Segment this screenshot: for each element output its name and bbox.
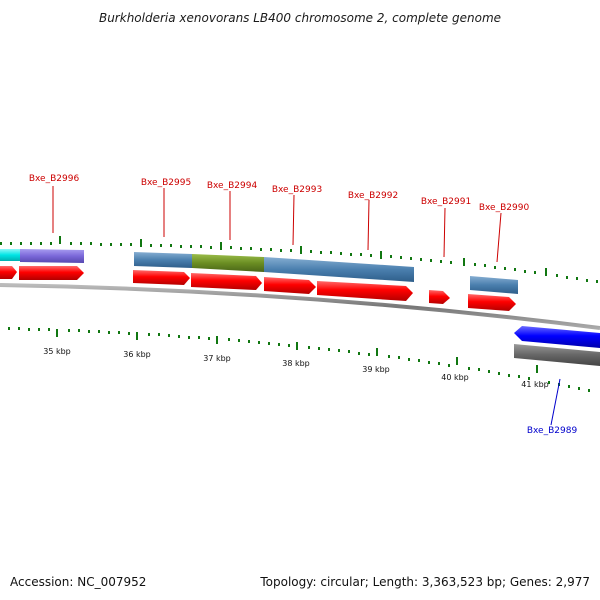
- gene-arrow[interactable]: [468, 294, 516, 311]
- gene-label-bxe-b2994[interactable]: Bxe_B2994: [207, 181, 258, 191]
- kbp-label: 37 kbp: [203, 354, 231, 363]
- leader-line: [443, 207, 446, 258]
- kbp-label: 36 kbp: [123, 350, 151, 359]
- reverse-gene-track: [514, 326, 600, 366]
- gene-arrow[interactable]: [19, 266, 84, 280]
- forward-gene-track: [0, 266, 516, 311]
- leader-line: [367, 199, 370, 251]
- gene-label-bxe-b2991[interactable]: Bxe_B2991: [421, 197, 471, 207]
- feature-bar[interactable]: [134, 252, 192, 268]
- feature-bar[interactable]: [192, 254, 264, 272]
- map-title: Burkholderia xenovorans LB400 chromosome…: [99, 11, 501, 25]
- gene-arrow[interactable]: [317, 281, 413, 301]
- gene-arrow[interactable]: [429, 290, 450, 304]
- kbp-label: 40 kbp: [441, 373, 469, 382]
- chromosome-backbone: [0, 283, 600, 330]
- feature-bar[interactable]: [0, 249, 20, 261]
- gene-arrow[interactable]: [264, 277, 316, 294]
- gene-label-bxe-b2996[interactable]: Bxe_B2996: [29, 174, 80, 184]
- gene-arrow[interactable]: [133, 270, 190, 285]
- kbp-label: 38 kbp: [282, 359, 310, 368]
- feature-bar[interactable]: [514, 344, 600, 366]
- gene-labels: Bxe_B2996 Bxe_B2995 Bxe_B2994 Bxe_B2993 …: [29, 174, 578, 436]
- upper-tick-ring: [0, 236, 598, 283]
- gene-label-bxe-b2992[interactable]: Bxe_B2992: [348, 191, 398, 201]
- kbp-label: 35 kbp: [43, 347, 71, 356]
- kbp-scale: 35 kbp 36 kbp 37 kbp 38 kbp 39 kbp 40 kb…: [43, 347, 549, 389]
- feature-track: [0, 249, 518, 294]
- kbp-label: 41 kbp: [521, 380, 549, 389]
- gene-label-bxe-b2995[interactable]: Bxe_B2995: [141, 178, 191, 188]
- gene-label-bxe-b2990[interactable]: Bxe_B2990: [479, 203, 530, 213]
- gene-label-bxe-b2993[interactable]: Bxe_B2993: [272, 185, 322, 195]
- gene-arrow[interactable]: [191, 273, 262, 290]
- gene-label-bxe-b2989[interactable]: Bxe_B2989: [527, 426, 578, 436]
- accession-text: Accession: NC_007952: [10, 575, 146, 589]
- leader-line: [292, 194, 295, 246]
- feature-bar[interactable]: [264, 257, 414, 282]
- gene-arrow[interactable]: [514, 326, 600, 348]
- leader-line: [550, 378, 561, 426]
- feature-bar[interactable]: [470, 276, 518, 294]
- leader-line: [496, 212, 502, 263]
- feature-bar[interactable]: [20, 249, 84, 263]
- lower-tick-ring: [8, 327, 590, 392]
- gene-arrow[interactable]: [0, 266, 17, 279]
- topology-text: Topology: circular; Length: 3,363,523 bp…: [259, 575, 590, 589]
- kbp-label: 39 kbp: [362, 365, 390, 374]
